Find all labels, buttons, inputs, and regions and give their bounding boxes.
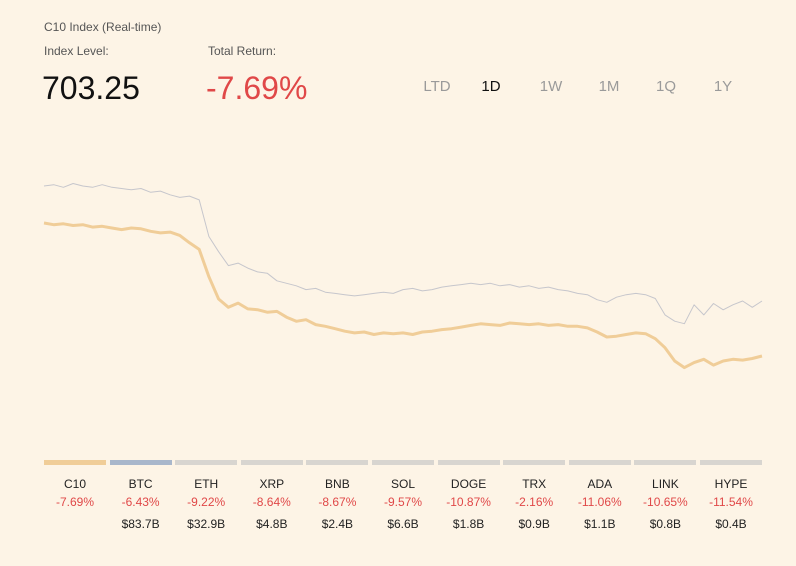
range-1q[interactable]: 1Q [655, 78, 677, 95]
legend-name: DOGE [450, 477, 487, 491]
legend-name: XRP [259, 477, 285, 491]
c10-series-line [43, 221, 763, 370]
legend-item-eth[interactable]: ETH -9.22% $32.9B [175, 460, 238, 531]
range-1w[interactable]: 1W [539, 78, 563, 95]
legend-item-xrp[interactable]: XRP -8.64% $4.8B [240, 460, 303, 531]
btc-series-line [43, 183, 763, 325]
legend-market-cap: $0.9B [518, 517, 550, 531]
legend-name: LINK [652, 477, 679, 491]
legend-change: -8.67% [318, 495, 357, 509]
legend-name: C10 [63, 477, 86, 491]
legend-name: ADA [587, 477, 613, 491]
total-return-value: -7.69% [206, 70, 308, 106]
legend-change: -6.43% [121, 495, 160, 509]
legend-name: BNB [325, 477, 350, 491]
legend-name: ETH [194, 477, 219, 491]
legend-change: -9.57% [383, 495, 423, 509]
total-return-label: Total Return: [208, 44, 277, 58]
chart-legend: C10 -7.69% BTC -6.43% $83.7B ETH -9.22% $32.9B… [44, 460, 762, 540]
legend-color-bar [372, 460, 434, 465]
range-1m[interactable]: 1M [598, 78, 620, 95]
legend-color-bar [175, 460, 238, 465]
legend-market-cap: $2.4B [321, 517, 354, 531]
legend-color-bar [44, 460, 106, 465]
legend-color-bar [700, 460, 762, 465]
legend-name: HYPE [714, 477, 748, 491]
legend-name: TRX [522, 477, 547, 491]
legend-item-btc[interactable]: BTC -6.43% $83.7B [109, 460, 172, 531]
legend-change: -10.65% [643, 495, 688, 509]
legend-market-cap: $0.8B [649, 517, 682, 531]
range-ltd[interactable]: LTD [423, 78, 451, 95]
legend-color-bar [568, 460, 631, 465]
legend-color-bar [240, 460, 303, 465]
legend-item-sol[interactable]: SOL -9.57% $6.6B [372, 460, 434, 531]
legend-name: BTC [128, 477, 153, 491]
legend-color-bar [437, 460, 500, 465]
legend-change: -2.16% [515, 495, 554, 509]
legend-item-doge[interactable]: DOGE -10.87% $1.8B [437, 460, 500, 531]
legend-change: -9.22% [187, 495, 226, 509]
range-1d[interactable]: 1D [481, 78, 501, 95]
legend-color-bar [306, 460, 369, 465]
legend-market-cap: $1.1B [584, 517, 616, 531]
legend-market-cap [44, 517, 106, 531]
legend-color-bar [503, 460, 566, 465]
legend-market-cap: $6.6B [387, 517, 419, 531]
index-level-value: 703.25 [42, 70, 140, 106]
legend-item-trx[interactable]: TRX -2.16% $0.9B [503, 460, 566, 531]
legend-market-cap: $1.8B [452, 517, 485, 531]
legend-color-bar [109, 460, 172, 465]
legend-item-c10[interactable]: C10 -7.69% [44, 460, 106, 531]
index-level-label: Index Level: [44, 44, 109, 58]
legend-market-cap: $0.4B [715, 517, 747, 531]
legend-market-cap: $4.8B [256, 517, 288, 531]
legend-item-ada[interactable]: ADA -11.06% $1.1B [568, 460, 631, 531]
time-range-selector: LTD 1D 1W 1M 1Q 1Y [408, 78, 764, 98]
legend-change: -10.87% [446, 495, 491, 509]
legend-market-cap: $32.9B [187, 517, 226, 531]
legend-market-cap: $83.7B [121, 517, 160, 531]
legend-change: -8.64% [252, 495, 291, 509]
legend-item-link[interactable]: LINK -10.65% $0.8B [634, 460, 697, 531]
legend-item-hype[interactable]: HYPE -11.54% $0.4B [700, 460, 762, 531]
legend-color-bar [634, 460, 697, 465]
legend-name: SOL [390, 477, 415, 491]
chart-title: C10 Index (Real-time) [44, 20, 162, 34]
legend-item-bnb[interactable]: BNB -8.67% $2.4B [306, 460, 369, 531]
legend-change: -7.69% [55, 495, 95, 509]
legend-change: -11.06% [577, 495, 622, 509]
range-1y[interactable]: 1Y [713, 78, 733, 95]
legend-change: -11.54% [709, 495, 753, 509]
